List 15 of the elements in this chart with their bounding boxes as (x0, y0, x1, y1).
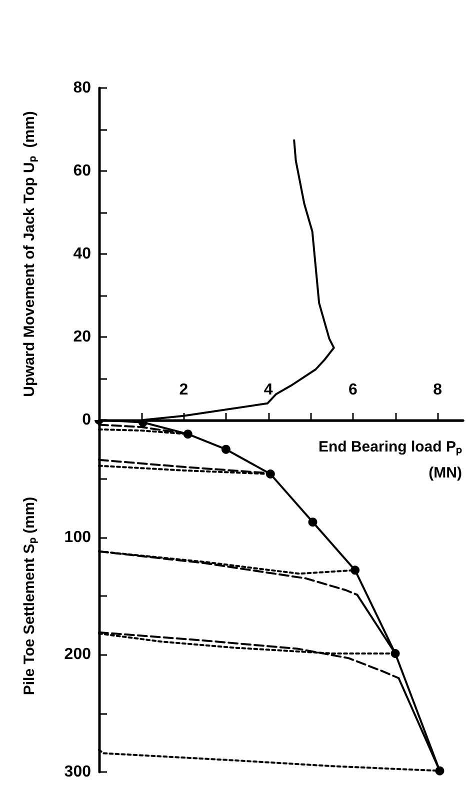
y-axis-title: Pile Toe Settlement Sₚ (mm) (21, 496, 38, 696)
y-tick-label: 40 (73, 246, 92, 262)
y-axis-title: Upward Movement of Jack Top Uₚ (mm) (21, 111, 38, 397)
x-tick-label: 4 (264, 382, 273, 398)
y-tick-label: 200 (64, 646, 92, 664)
x-tick-label: 6 (348, 382, 358, 398)
x-tick-label: 8 (433, 382, 442, 398)
x-axis-title: End Bearing load Pₚ (MN) (318, 438, 462, 482)
y-tick-label: 20 (73, 328, 92, 346)
y-tick-label: 0 (82, 412, 92, 428)
y-tick-label: 100 (64, 528, 92, 546)
y-tick-label: 80 (73, 80, 92, 96)
y-tick-label: 60 (73, 162, 92, 180)
y-tick-label: 300 (64, 764, 92, 780)
x-tick-label: 2 (179, 382, 188, 398)
